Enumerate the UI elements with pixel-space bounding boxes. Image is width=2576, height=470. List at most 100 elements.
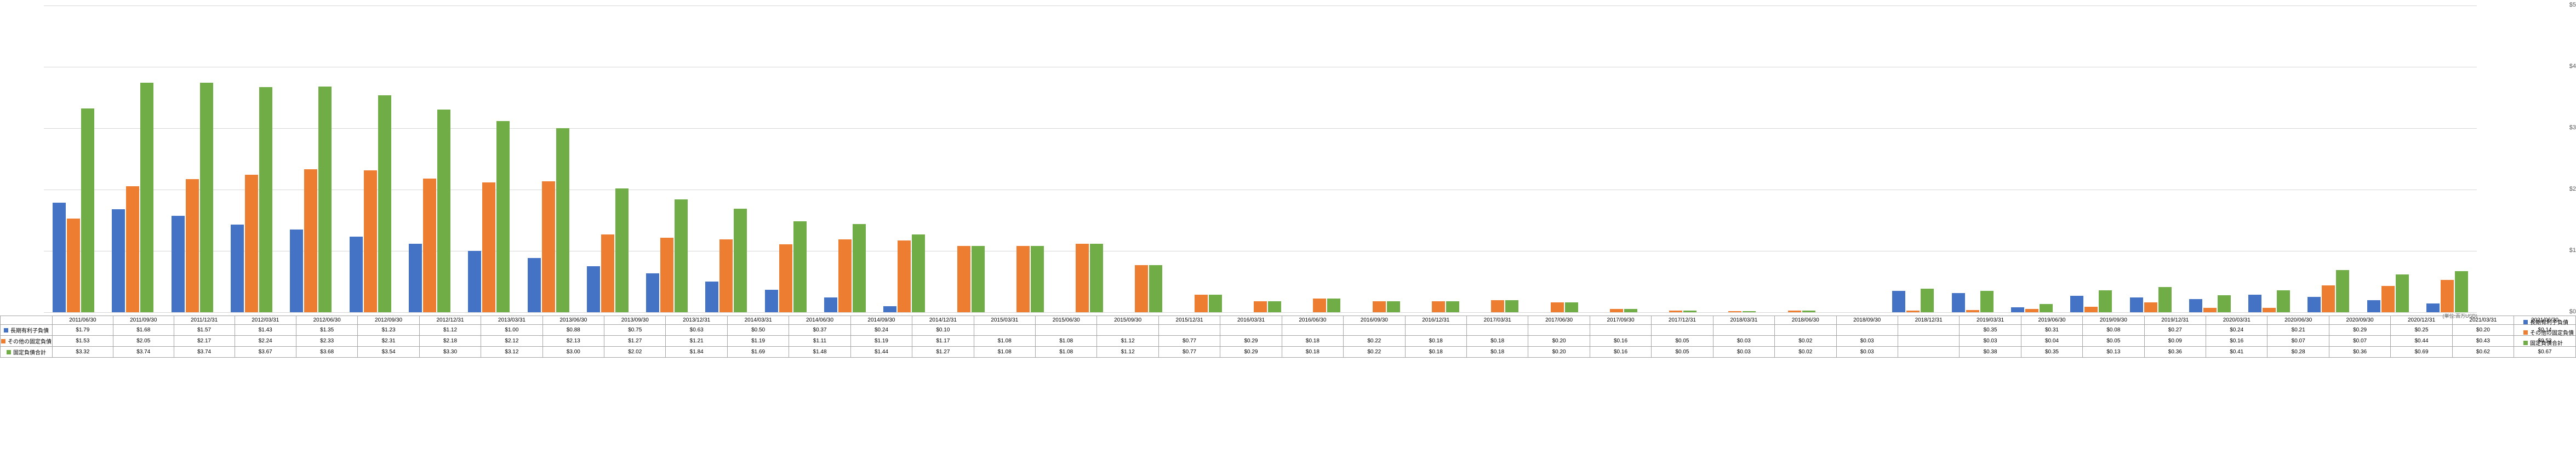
bar-other: [542, 181, 555, 312]
table-cell: $3.32: [53, 347, 113, 358]
table-cell: $1.08: [974, 347, 1035, 358]
bar-debt: [409, 244, 422, 312]
table-cell: $0.44: [2391, 336, 2452, 347]
table-cell: $0.16: [1590, 336, 1651, 347]
table-cell: $0.77: [1158, 336, 1220, 347]
bar-other: [2084, 307, 2098, 312]
bar-total: [675, 199, 688, 312]
y-tick-label: $4: [2554, 63, 2576, 70]
table-cell: $1.35: [296, 325, 357, 336]
bar-other: [2381, 286, 2395, 312]
table-cell: $0.03: [1836, 336, 1898, 347]
table-cell: [1158, 325, 1220, 336]
table-date-header: 2012/03/31: [235, 316, 296, 325]
bar-debt: [231, 225, 244, 312]
bar-group-container: [44, 5, 2477, 312]
table-date-header: 2021/03/31: [2452, 316, 2514, 325]
bar-other: [1669, 311, 1682, 312]
period-group: [2418, 5, 2477, 312]
table-date-header: 2018/03/31: [1713, 316, 1774, 325]
bar-total: [140, 83, 153, 312]
table-cell: $0.03: [1960, 336, 2021, 347]
table-cell: $1.57: [174, 325, 235, 336]
period-group: [2002, 5, 2061, 312]
series-label: その他の固定負債: [8, 337, 52, 345]
bar-total: [1446, 301, 1459, 312]
table-cell: $1.17: [912, 336, 974, 347]
bar-total: [1149, 265, 1162, 312]
bar-other: [482, 182, 495, 312]
series-label: 固定負債合計: [13, 348, 46, 356]
bar-total: [2455, 271, 2468, 312]
table-cell: $0.03: [1713, 347, 1774, 358]
table-cell: $0.18: [1405, 347, 1466, 358]
table-cell: $0.02: [1775, 347, 1836, 358]
table-cell: [1898, 336, 1959, 347]
period-group: [2061, 5, 2121, 312]
table-date-header: 2012/09/30: [358, 316, 419, 325]
bar-other: [2263, 308, 2276, 312]
table-date-header: 2018/09/30: [1836, 316, 1898, 325]
bar-debt: [2070, 296, 2083, 312]
table-cell: $1.12: [1097, 336, 1158, 347]
table-cell: $3.54: [358, 347, 419, 358]
table-corner: [1, 316, 53, 325]
bar-other: [1432, 301, 1445, 312]
table-cell: $2.17: [174, 336, 235, 347]
table-cell: $0.43: [2452, 336, 2514, 347]
table-cell: [1713, 325, 1774, 336]
bar-total: [1743, 311, 1756, 312]
table-date-header: 2016/03/31: [1220, 316, 1282, 325]
bar-total: [2218, 295, 2231, 312]
table-cell: $1.21: [666, 336, 727, 347]
bar-total: [1090, 244, 1103, 312]
period-group: [44, 5, 103, 312]
table-cell: $0.50: [727, 325, 789, 336]
table-cell: $0.24: [2206, 325, 2267, 336]
bar-total: [259, 87, 272, 312]
table-date-header: 2013/09/30: [604, 316, 666, 325]
table-cell: $3.74: [113, 347, 174, 358]
table-cell: $0.77: [1158, 347, 1220, 358]
period-group: [1587, 5, 1646, 312]
period-group: [281, 5, 340, 312]
table-cell: $0.41: [2206, 347, 2267, 358]
period-group: [1290, 5, 1349, 312]
table-cell: $1.12: [1097, 347, 1158, 358]
bar-debt: [883, 306, 896, 312]
table-cell: $3.12: [481, 347, 542, 358]
period-group: [756, 5, 815, 312]
bar-other: [719, 239, 733, 312]
period-group: [400, 5, 459, 312]
table-cell: $0.20: [2452, 325, 2514, 336]
table-cell: $2.31: [358, 336, 419, 347]
table-cell: $2.24: [235, 336, 296, 347]
table-date-header: 2011/06/30: [53, 316, 113, 325]
table-row-label: その他の固定負債: [1, 336, 53, 347]
table-cell: $1.48: [789, 347, 850, 358]
table-cell: $0.28: [2267, 347, 2329, 358]
table-date-header: 2012/12/31: [419, 316, 481, 325]
table-date-header: 2020/09/30: [2329, 316, 2390, 325]
bar-other: [1788, 311, 1801, 312]
bar-other: [779, 244, 792, 312]
bar-total: [2158, 287, 2172, 312]
table-cell: $0.18: [1282, 336, 1343, 347]
bar-total: [1921, 289, 1934, 312]
table-cell: $1.08: [974, 336, 1035, 347]
table-cell: $0.13: [2083, 347, 2144, 358]
table-cell: [1405, 325, 1466, 336]
period-group: [222, 5, 281, 312]
table-date-header: 2017/12/31: [1652, 316, 1713, 325]
bar-total: [853, 224, 866, 312]
table-cell: $0.36: [2144, 347, 2206, 358]
period-group: [993, 5, 1053, 312]
table-cell: $3.68: [296, 347, 357, 358]
table-cell: $2.12: [481, 336, 542, 347]
table-cell: $1.44: [850, 347, 912, 358]
bar-other: [1551, 302, 1564, 312]
bar-other: [423, 179, 436, 312]
bar-total: [1209, 295, 1222, 312]
bar-total: [615, 188, 629, 312]
period-group: [578, 5, 637, 312]
